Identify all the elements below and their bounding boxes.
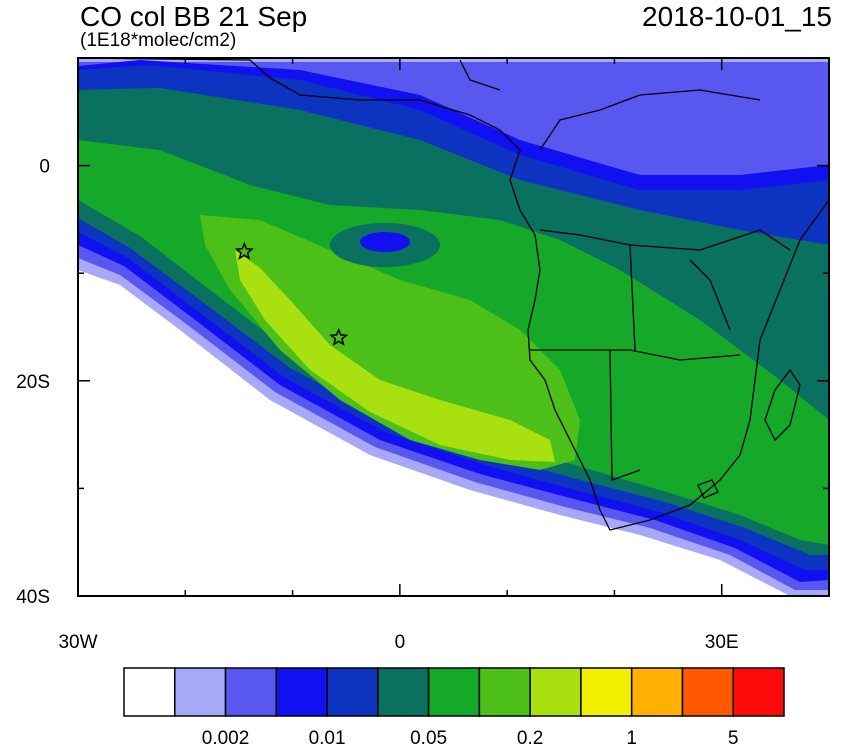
y-tick-label: 0 — [39, 157, 50, 178]
colorbar-swatch — [732, 667, 785, 717]
colorbar — [123, 667, 785, 717]
star-marker-1 — [234, 241, 254, 260]
co-band-05 — [235, 250, 555, 462]
colorbar-swatch — [630, 667, 684, 717]
border-3 — [609, 349, 641, 481]
border-4 — [689, 259, 731, 331]
africa-coast — [78, 58, 829, 531]
border-7 — [629, 229, 791, 251]
colorbar-label: 0.002 — [201, 728, 250, 749]
coastlines — [78, 58, 829, 531]
colorbar-swatch — [174, 667, 227, 717]
y-tick-label: 40S — [16, 587, 50, 608]
colorbar-swatch — [326, 667, 379, 717]
colorbar-swatch — [275, 667, 328, 717]
axis-ticks: 30W 0 30E 0 20S 40S — [16, 57, 830, 653]
colorbar-label: 1 — [626, 728, 637, 749]
co-field — [78, 58, 829, 596]
border-6 — [459, 59, 501, 91]
co-pocket-core — [360, 232, 410, 252]
x-tick-label: 0 — [395, 632, 406, 653]
co-band-02 — [200, 215, 580, 470]
star-marker-2 — [329, 327, 349, 346]
colorbar-swatch — [681, 667, 734, 717]
colorbar-swatch — [224, 667, 278, 717]
colorbar-swatch — [377, 667, 430, 717]
plot-frame — [77, 57, 830, 597]
units-label: (1E18*molec/cm2) — [80, 30, 237, 51]
border-2 — [530, 349, 741, 361]
colorbar-swatch — [123, 667, 176, 717]
map-markers — [234, 241, 349, 346]
lesotho — [697, 479, 719, 499]
datetime-label: 2018-10-01_15 — [642, 1, 832, 32]
colorbar-swatch — [580, 667, 633, 717]
colorbar-swatch — [478, 667, 531, 717]
map-title: CO col BB 21 Sep — [80, 1, 308, 32]
x-tick-label: 30E — [705, 632, 739, 653]
colorbar-label: 0.05 — [410, 728, 448, 749]
y-tick-label: 20S — [16, 372, 50, 393]
x-tick-label: 30W — [58, 632, 97, 653]
border-1 — [539, 229, 636, 351]
madagascar — [764, 368, 801, 442]
colorbar-label: 0.2 — [516, 728, 544, 749]
colorbar-label: 0.01 — [308, 728, 346, 749]
colorbar-swatch — [529, 667, 582, 717]
border-5 — [539, 89, 761, 151]
colorbar-swatch — [427, 667, 481, 717]
colorbar-label: 5 — [727, 728, 739, 749]
